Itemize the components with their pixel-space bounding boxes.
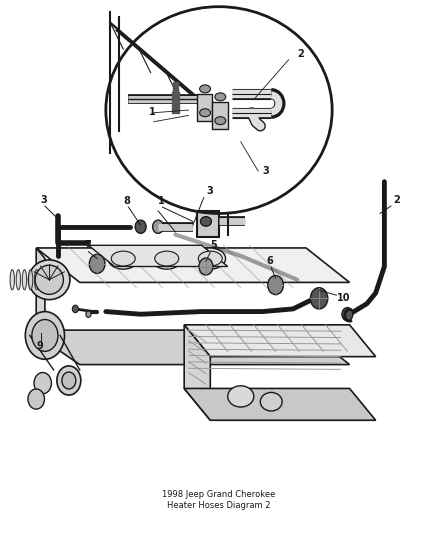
Ellipse shape (200, 109, 211, 117)
Ellipse shape (62, 372, 76, 389)
Text: 3: 3 (206, 186, 213, 196)
Ellipse shape (311, 288, 328, 309)
Polygon shape (197, 211, 219, 237)
Ellipse shape (57, 366, 81, 395)
Text: 2: 2 (393, 195, 400, 205)
Ellipse shape (32, 319, 58, 351)
Ellipse shape (228, 386, 254, 407)
Bar (212, 102, 228, 128)
Ellipse shape (28, 260, 70, 300)
Polygon shape (88, 245, 228, 266)
Text: 2: 2 (297, 49, 304, 59)
Ellipse shape (86, 311, 91, 317)
Ellipse shape (135, 220, 146, 233)
Ellipse shape (28, 270, 33, 290)
Ellipse shape (35, 270, 39, 290)
Ellipse shape (28, 389, 45, 409)
Ellipse shape (152, 248, 182, 269)
Ellipse shape (195, 248, 226, 269)
Ellipse shape (16, 270, 21, 290)
Text: 7: 7 (84, 240, 91, 250)
Text: 8: 8 (123, 196, 130, 206)
Bar (197, 94, 212, 120)
Text: 3: 3 (41, 195, 47, 205)
Text: 6: 6 (267, 256, 274, 266)
Ellipse shape (34, 373, 51, 394)
Ellipse shape (72, 305, 78, 313)
Text: 1: 1 (158, 197, 165, 206)
Text: 5: 5 (210, 240, 217, 250)
Ellipse shape (111, 251, 135, 266)
Ellipse shape (10, 270, 14, 290)
Ellipse shape (155, 251, 179, 266)
Text: 1998 Jeep Grand Cherokee
Heater Hoses Diagram 2: 1998 Jeep Grand Cherokee Heater Hoses Di… (162, 490, 276, 511)
Ellipse shape (342, 308, 353, 321)
Polygon shape (184, 325, 210, 420)
Ellipse shape (200, 85, 211, 93)
Polygon shape (184, 389, 376, 420)
Ellipse shape (89, 254, 105, 273)
Ellipse shape (35, 265, 64, 294)
Ellipse shape (215, 93, 226, 101)
Polygon shape (36, 248, 45, 341)
Text: 3: 3 (262, 166, 269, 176)
Ellipse shape (25, 312, 64, 359)
Ellipse shape (152, 220, 163, 233)
Ellipse shape (260, 392, 282, 411)
Ellipse shape (201, 216, 212, 226)
Polygon shape (110, 22, 212, 113)
Ellipse shape (198, 251, 222, 266)
Polygon shape (36, 248, 350, 282)
Polygon shape (36, 330, 350, 365)
Text: 1: 1 (149, 107, 156, 117)
Ellipse shape (215, 117, 226, 125)
Text: 10: 10 (336, 293, 350, 303)
Text: 9: 9 (36, 341, 43, 351)
Bar (173, 82, 178, 92)
Polygon shape (184, 325, 376, 357)
Ellipse shape (22, 270, 27, 290)
Ellipse shape (199, 258, 213, 275)
Ellipse shape (268, 276, 283, 295)
Ellipse shape (108, 248, 138, 269)
Bar (172, 92, 179, 113)
